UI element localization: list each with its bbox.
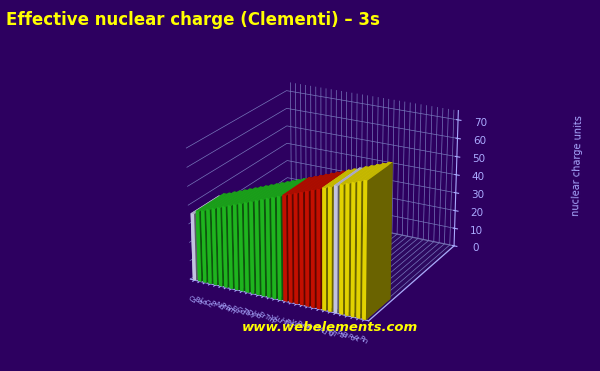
Text: Effective nuclear charge (Clementi) – 3s: Effective nuclear charge (Clementi) – 3s <box>6 11 380 29</box>
Text: www.webelements.com: www.webelements.com <box>242 321 418 334</box>
